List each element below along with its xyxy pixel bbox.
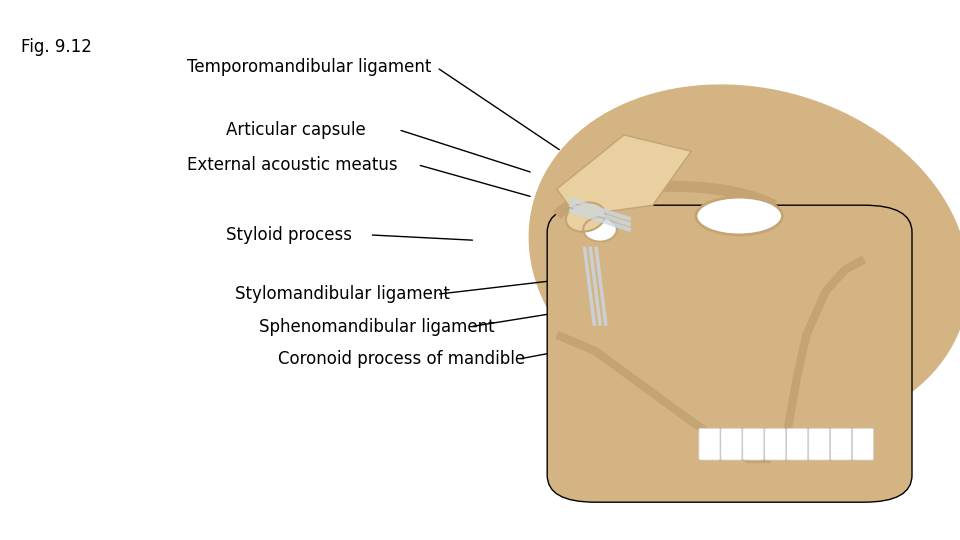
FancyBboxPatch shape: [808, 428, 829, 460]
Ellipse shape: [696, 197, 782, 235]
FancyBboxPatch shape: [786, 428, 807, 460]
FancyBboxPatch shape: [699, 428, 720, 460]
FancyBboxPatch shape: [765, 428, 786, 460]
FancyBboxPatch shape: [721, 428, 742, 460]
Ellipse shape: [565, 202, 606, 232]
FancyBboxPatch shape: [547, 205, 912, 502]
Text: External acoustic meatus: External acoustic meatus: [187, 156, 397, 174]
Ellipse shape: [529, 85, 960, 433]
Text: Stylomandibular ligament: Stylomandibular ligament: [235, 285, 450, 303]
Text: Articular capsule: Articular capsule: [226, 120, 366, 139]
FancyBboxPatch shape: [743, 428, 764, 460]
Polygon shape: [557, 135, 691, 216]
FancyBboxPatch shape: [830, 428, 852, 460]
Ellipse shape: [584, 217, 616, 241]
Text: Fig. 9.12: Fig. 9.12: [21, 38, 92, 56]
Text: Styloid process: Styloid process: [226, 226, 351, 244]
FancyBboxPatch shape: [852, 428, 874, 460]
Text: Sphenomandibular ligament: Sphenomandibular ligament: [259, 318, 494, 336]
Text: Coronoid process of mandible: Coronoid process of mandible: [278, 350, 525, 368]
Text: Temporomandibular ligament: Temporomandibular ligament: [187, 58, 432, 77]
